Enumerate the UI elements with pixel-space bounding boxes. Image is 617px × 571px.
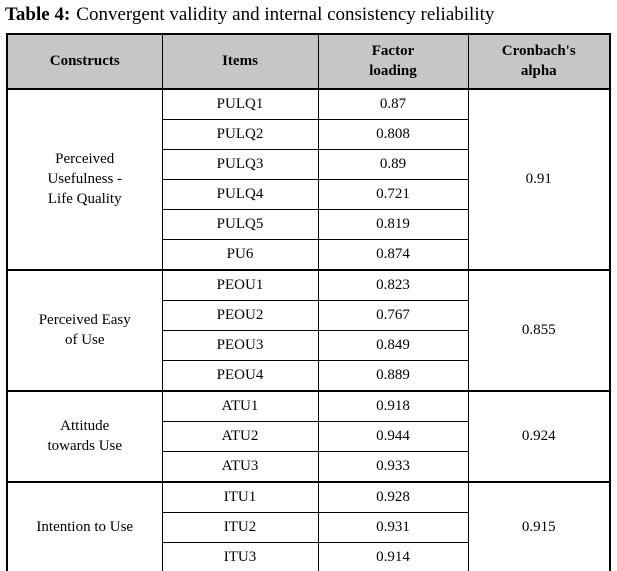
table-row: PULQ5 0.819 [7,208,610,240]
item-cell: ATU3 [161,450,319,483]
item-cell: PEOU3 [161,329,319,361]
alpha-cell: 0.915 [467,480,611,571]
item-cell: ATU1 [161,389,319,422]
header-cronbachs-alpha: Cronbach's alpha [467,33,611,90]
header-row: Constructs Items Factor loading Cronbach… [6,33,611,90]
loading-cell: 0.944 [317,420,469,452]
item-cell: PULQ5 [161,208,319,240]
item-cell: ATU2 [161,420,319,452]
alpha-cell: 0.91 [467,87,611,271]
table-row: PULQ4 0.721 [7,178,610,210]
header-items: Items [161,33,319,90]
loading-cell: 0.808 [317,118,469,150]
table-row: PEOU4 0.889 [7,359,610,392]
loading-cell: 0.933 [317,450,469,483]
section-attitude-towards-use: Attitude towards Use ATU1 0.918 0.924 AT… [6,389,611,483]
loading-cell: 0.89 [317,148,469,180]
alpha-cell: 0.924 [467,389,611,483]
header-constructs: Constructs [6,33,163,90]
section-perceived-easy-of-use: Perceived Easy of Use PEOU1 0.823 0.855 … [6,268,611,392]
construct-cell: Perceived Usefulness - Life Quality [6,87,163,271]
item-cell: ITU2 [161,511,319,543]
item-cell: PULQ3 [161,148,319,180]
table-row: PEOU2 0.767 [7,299,610,331]
validity-table: Constructs Items Factor loading Cronbach… [6,32,611,571]
loading-cell: 0.914 [317,541,469,571]
loading-cell: 0.819 [317,208,469,240]
item-cell: ITU1 [161,480,319,513]
construct-cell: Attitude towards Use [6,389,163,483]
table-row: Intention to Use ITU1 0.928 0.915 [6,480,611,571]
table-caption: Table 4: Convergent validity and internal… [5,3,613,28]
loading-cell: 0.87 [317,87,469,120]
table-row: Perceived Easy of Use PEOU1 0.823 0.855 [6,268,611,392]
construct-cell: Perceived Easy of Use [6,268,163,392]
item-cell: ITU3 [161,541,319,571]
table-row: PEOU3 0.849 [7,329,610,361]
table-row: Attitude towards Use ATU1 0.918 0.924 [6,389,611,483]
loading-cell: 0.721 [317,178,469,210]
table-row: PULQ2 0.808 [7,118,610,150]
table-row: ATU3 0.933 [7,450,610,483]
table-caption-text: Convergent validity and internal consist… [76,4,495,25]
header-factor-loading: Factor loading [317,33,469,90]
item-cell: PEOU2 [161,299,319,331]
item-cell: PULQ2 [161,118,319,150]
table-row: ITU2 0.931 [7,511,610,543]
loading-cell: 0.918 [317,389,469,422]
loading-cell: 0.931 [317,511,469,543]
loading-cell: 0.928 [317,480,469,513]
alpha-cell: 0.855 [467,268,611,392]
table-row: PULQ3 0.89 [7,148,610,180]
loading-cell: 0.823 [317,268,469,301]
table-row: ITU3 0.914 [7,541,610,571]
loading-cell: 0.874 [317,238,469,271]
loading-cell: 0.849 [317,329,469,361]
item-cell: PULQ1 [161,87,319,120]
loading-cell: 0.767 [317,299,469,331]
loading-cell: 0.889 [317,359,469,392]
item-cell: PULQ4 [161,178,319,210]
table-row: ATU2 0.944 [7,420,610,452]
item-cell: PU6 [161,238,319,271]
table-row: Perceived Usefulness - Life Quality PULQ… [6,87,611,271]
section-intention-to-use: Intention to Use ITU1 0.928 0.915 ITU2 0… [6,480,611,571]
item-cell: PEOU4 [161,359,319,392]
item-cell: PEOU1 [161,268,319,301]
section-perceived-usefulness: Perceived Usefulness - Life Quality PULQ… [6,87,611,271]
table-row: PU6 0.874 [7,238,610,271]
construct-cell: Intention to Use [6,480,163,571]
table-caption-label: Table 4: [5,4,71,25]
